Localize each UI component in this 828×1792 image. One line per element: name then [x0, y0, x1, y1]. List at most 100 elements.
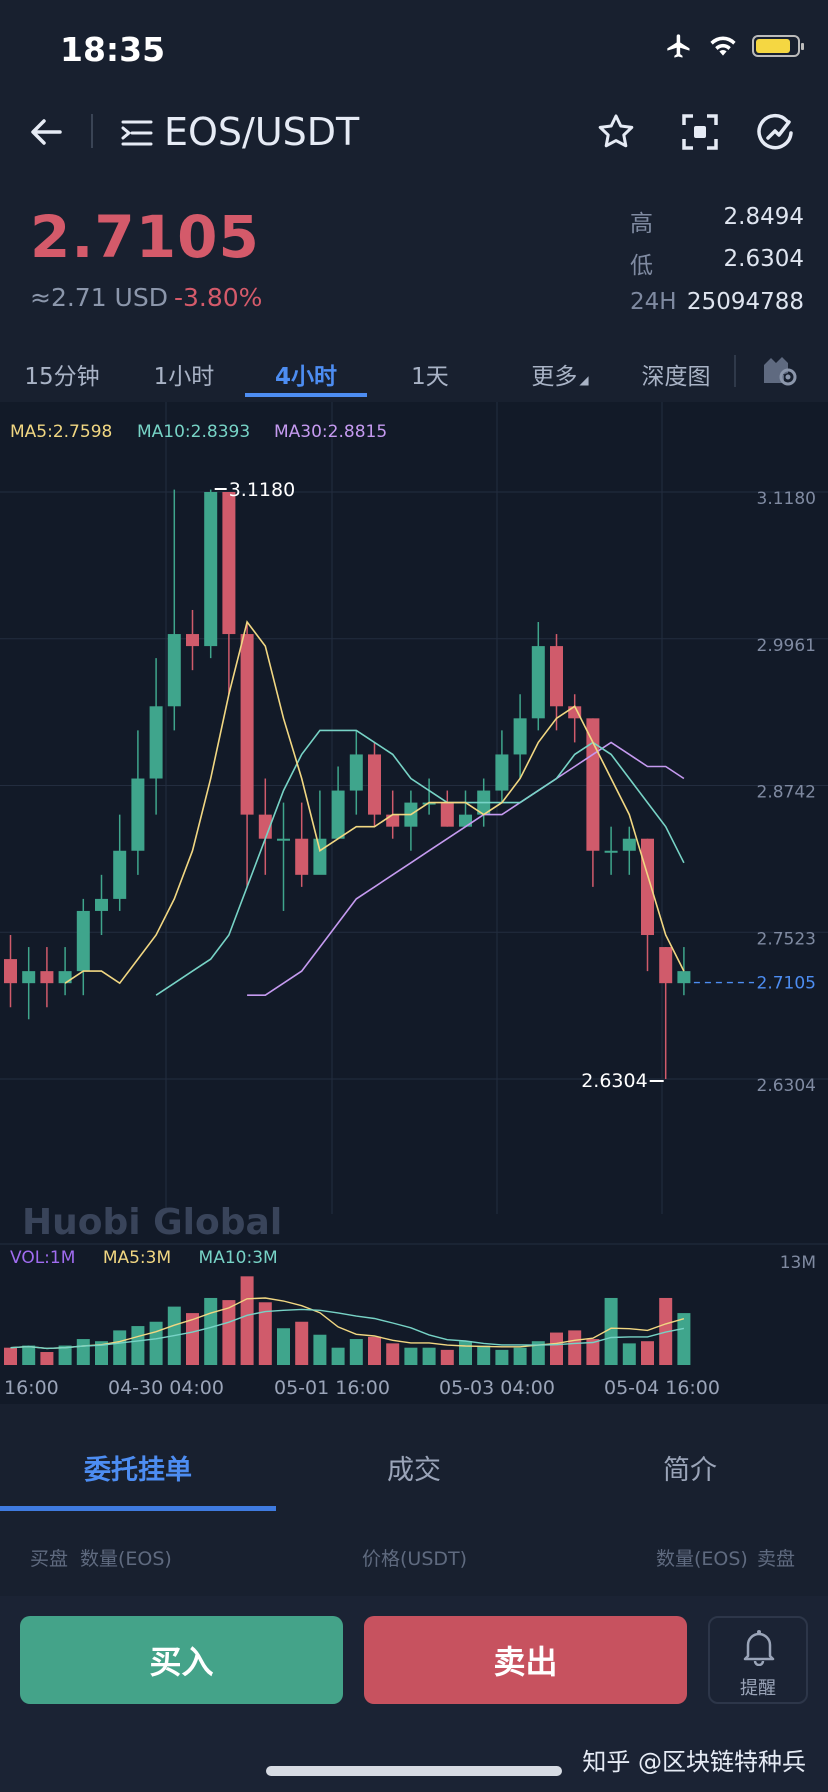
- tab-intro[interactable]: 简介: [663, 1455, 717, 1486]
- candle-up: [277, 838, 290, 841]
- tab-1d[interactable]: 1天: [411, 364, 449, 390]
- kline-chart[interactable]: 3.1180 2.9961 2.8742 2.7523 2.6304 Huobi Glob…: [0, 402, 828, 1404]
- candle-up: [167, 634, 181, 707]
- candle-up: [22, 971, 36, 984]
- candle-up: [459, 814, 472, 827]
- volume-bar: [568, 1330, 582, 1365]
- candle-up: [313, 838, 327, 875]
- volume-ma10-line: [10, 1308, 685, 1350]
- x-tick-label: 04-30 04:00: [108, 1377, 224, 1399]
- candle-down: [386, 814, 400, 827]
- status-icons: [664, 32, 804, 60]
- price-alert-button[interactable]: 提醒: [708, 1616, 808, 1704]
- kline-chart-svg: 3.1180 2.9961 2.8742 2.7523 2.6304 Huobi Glob…: [0, 402, 828, 1399]
- volume-bar: [550, 1332, 563, 1365]
- candle-down: [368, 754, 381, 815]
- tab-4h[interactable]: 4小时: [274, 364, 337, 390]
- high-marker-label: 3.1180: [229, 479, 295, 501]
- chart-refresh-icon[interactable]: [754, 112, 796, 154]
- tab-15m[interactable]: 15分钟: [24, 364, 100, 390]
- candle-up: [131, 778, 145, 851]
- candle-up: [113, 850, 127, 899]
- screenshot-scan-icon[interactable]: [680, 112, 720, 152]
- tab-open-orders[interactable]: 委托挂单: [84, 1455, 192, 1486]
- volume-bar: [22, 1345, 36, 1365]
- y-tick-label: 2.7523: [757, 929, 816, 949]
- candle-down: [240, 634, 254, 815]
- volume-bar: [113, 1330, 127, 1365]
- candle-up: [422, 802, 436, 805]
- ma5-line: [64, 620, 685, 985]
- sell-side-label: 卖盘: [757, 1548, 796, 1570]
- volume-bar: [386, 1343, 400, 1365]
- low-label: 低: [630, 253, 653, 279]
- last-price: 2.7105: [30, 203, 260, 271]
- status-time: 18:35: [60, 30, 166, 69]
- x-tick-label: 05-03 04:00: [439, 1377, 555, 1399]
- y-tick-label: 3.1180: [757, 489, 816, 509]
- y-tick-label: 2.9961: [757, 636, 816, 656]
- buy-side-label: 买盘: [30, 1548, 69, 1570]
- volume-bar: [622, 1343, 636, 1365]
- candle-down: [222, 492, 236, 635]
- pair-title[interactable]: EOS/USDT: [164, 110, 360, 154]
- y-tick-label: 2.6304: [757, 1076, 816, 1096]
- tab-depth-chart[interactable]: 深度图: [641, 364, 711, 390]
- x-tick-label: 05-04 16:00: [604, 1377, 720, 1399]
- qty-left-label: 数量(EOS): [80, 1548, 172, 1570]
- qty-right-label: 数量(EOS): [656, 1548, 748, 1570]
- volume-bar: [459, 1341, 472, 1365]
- candle-down: [186, 634, 199, 647]
- volume-bar: [531, 1341, 545, 1365]
- back-arrow-icon[interactable]: [26, 112, 66, 152]
- tab-1h[interactable]: 1小时: [153, 364, 215, 390]
- candle-up: [622, 838, 636, 851]
- volume-bar: [495, 1349, 509, 1365]
- volume-bar: [295, 1321, 309, 1365]
- candle-down: [586, 718, 600, 851]
- ma10-legend: MA10:2.8393: [137, 422, 251, 442]
- ma30-line: [247, 741, 685, 997]
- caret-down-icon: ◢: [579, 373, 589, 387]
- volume-bar: [149, 1321, 163, 1365]
- usd-line: ≈2.71 USD -3.80%: [30, 283, 262, 312]
- candle-down: [550, 646, 563, 707]
- airplane-icon: [667, 34, 690, 58]
- pair-menu-icon[interactable]: [121, 118, 153, 148]
- bottom-tab-underline: [0, 1506, 276, 1511]
- volume-bar: [204, 1297, 218, 1365]
- current-price-label: 2.7105: [757, 974, 816, 994]
- tab-trades[interactable]: 成交: [387, 1455, 441, 1486]
- favorite-star-icon[interactable]: [596, 112, 636, 152]
- volume-bar: [368, 1336, 381, 1365]
- ma30-legend: MA30:2.8815: [274, 422, 388, 442]
- tab-separator: [734, 355, 736, 387]
- volume-bar: [240, 1276, 254, 1365]
- volume-bar: [349, 1339, 363, 1365]
- volume-bar: [641, 1341, 654, 1365]
- timeframe-bar: 15分钟 1小时 4小时 1天 更多 ◢ 深度图: [0, 345, 828, 401]
- candle-up: [58, 971, 72, 984]
- action-bar: 买入 卖出 提醒 知乎 @区块链特种兵: [0, 1596, 828, 1792]
- volume-bar: [258, 1302, 272, 1365]
- candle-down: [659, 947, 673, 984]
- candle-down: [4, 959, 17, 984]
- ma5-legend: MA5:2.7598: [10, 422, 113, 442]
- volume-bar: [513, 1347, 527, 1365]
- volume-bar: [4, 1347, 17, 1365]
- volume-bar: [277, 1328, 290, 1365]
- sell-button[interactable]: 卖出: [364, 1616, 687, 1704]
- volume-bar: [76, 1339, 90, 1365]
- tab-more[interactable]: 更多 ◢: [510, 357, 610, 391]
- buy-button[interactable]: 买入: [20, 1616, 343, 1704]
- candle-up: [677, 971, 691, 984]
- bell-icon: [743, 1630, 775, 1666]
- wifi-icon: [710, 36, 736, 56]
- candle-down: [641, 838, 654, 936]
- chart-settings-icon[interactable]: [760, 351, 798, 387]
- y-tick-label: 2.8742: [757, 783, 816, 803]
- header: EOS/USDT: [0, 100, 828, 168]
- candle-up: [604, 850, 618, 853]
- volume-axis-max: 13M: [780, 1253, 816, 1273]
- candle-up: [531, 646, 545, 719]
